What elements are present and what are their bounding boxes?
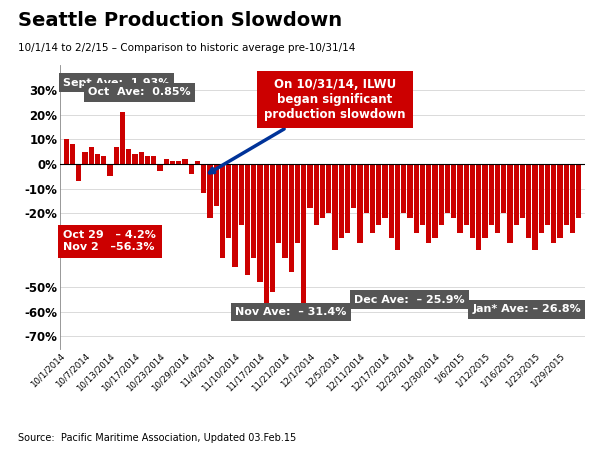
Bar <box>113 147 119 164</box>
Bar <box>364 164 369 213</box>
Bar <box>307 164 313 208</box>
Bar <box>495 164 500 233</box>
Bar <box>470 164 475 238</box>
Bar <box>508 164 512 243</box>
Bar <box>351 164 356 208</box>
Bar <box>457 164 463 233</box>
Bar <box>226 164 232 238</box>
Bar <box>332 164 338 250</box>
Bar <box>201 164 206 194</box>
Bar <box>576 164 581 218</box>
Text: Jan* Ave: – 26.8%: Jan* Ave: – 26.8% <box>473 304 581 315</box>
Bar <box>557 164 563 238</box>
Bar <box>426 164 431 243</box>
Bar <box>289 164 294 272</box>
Bar <box>283 164 287 257</box>
Bar <box>101 157 106 164</box>
Bar <box>376 164 382 225</box>
Bar <box>545 164 550 225</box>
Bar <box>276 164 281 243</box>
Bar <box>338 164 344 238</box>
Bar <box>245 164 250 275</box>
Bar <box>539 164 544 233</box>
Bar <box>232 164 238 267</box>
Bar <box>182 159 188 164</box>
Text: Seattle Production Slowdown: Seattle Production Slowdown <box>18 11 342 30</box>
Bar <box>157 164 163 171</box>
Bar <box>314 164 319 225</box>
Bar <box>208 164 212 218</box>
Bar <box>413 164 419 233</box>
Bar <box>326 164 331 213</box>
Text: Oct  Ave:  0.85%: Oct Ave: 0.85% <box>88 87 191 98</box>
Bar <box>401 164 406 213</box>
Bar <box>89 147 94 164</box>
Bar <box>407 164 413 218</box>
Bar <box>257 164 263 282</box>
Text: Oct 29   – 4.2%
Nov 2   –56.3%: Oct 29 – 4.2% Nov 2 –56.3% <box>63 230 156 252</box>
Text: Dec Ave:  – 25.9%: Dec Ave: – 25.9% <box>354 294 464 305</box>
Bar <box>120 112 125 164</box>
Bar <box>295 164 300 243</box>
Bar <box>433 164 437 238</box>
Bar <box>214 164 219 206</box>
Text: Sept Ave:  1.93%: Sept Ave: 1.93% <box>63 77 170 88</box>
Bar <box>451 164 457 218</box>
Bar <box>220 164 225 257</box>
Text: Nov Ave:  – 31.4%: Nov Ave: – 31.4% <box>235 307 346 317</box>
Bar <box>482 164 488 238</box>
Bar <box>370 164 375 233</box>
Bar <box>345 164 350 233</box>
Bar <box>395 164 400 250</box>
Bar <box>188 164 194 174</box>
Bar <box>476 164 481 250</box>
Bar <box>520 164 525 218</box>
Bar <box>82 152 88 164</box>
Bar <box>164 159 169 164</box>
Bar <box>445 164 450 213</box>
Bar <box>70 144 75 164</box>
Bar <box>382 164 388 218</box>
Bar <box>464 164 469 225</box>
Bar <box>151 157 157 164</box>
Bar <box>195 162 200 164</box>
Bar <box>133 154 137 164</box>
Bar <box>107 164 113 176</box>
Bar <box>126 149 131 164</box>
Bar <box>239 164 244 225</box>
Bar <box>532 164 538 250</box>
Text: Source:  Pacific Maritime Association, Updated 03.Feb.15: Source: Pacific Maritime Association, Up… <box>18 433 296 443</box>
Bar <box>76 164 82 181</box>
Bar <box>145 157 150 164</box>
Bar <box>263 164 269 317</box>
Bar <box>526 164 532 238</box>
Bar <box>170 162 175 164</box>
Bar <box>389 164 394 238</box>
Bar <box>501 164 506 213</box>
Text: On 10/31/14, ILWU
began significant
production slowdown: On 10/31/14, ILWU began significant prod… <box>209 77 406 173</box>
Bar <box>64 139 69 164</box>
Bar <box>320 164 325 218</box>
Bar <box>420 164 425 225</box>
Bar <box>139 152 144 164</box>
Bar <box>251 164 256 257</box>
Bar <box>514 164 519 225</box>
Bar <box>270 164 275 292</box>
Bar <box>563 164 569 225</box>
Bar <box>439 164 444 225</box>
Bar <box>95 154 100 164</box>
Bar <box>570 164 575 233</box>
Bar <box>301 164 307 303</box>
Bar <box>551 164 556 243</box>
Bar <box>176 162 181 164</box>
Text: 10/1/14 to 2/2/15 – Comparison to historic average pre-10/31/14: 10/1/14 to 2/2/15 – Comparison to histor… <box>18 43 355 53</box>
Bar <box>358 164 362 243</box>
Bar <box>488 164 494 225</box>
